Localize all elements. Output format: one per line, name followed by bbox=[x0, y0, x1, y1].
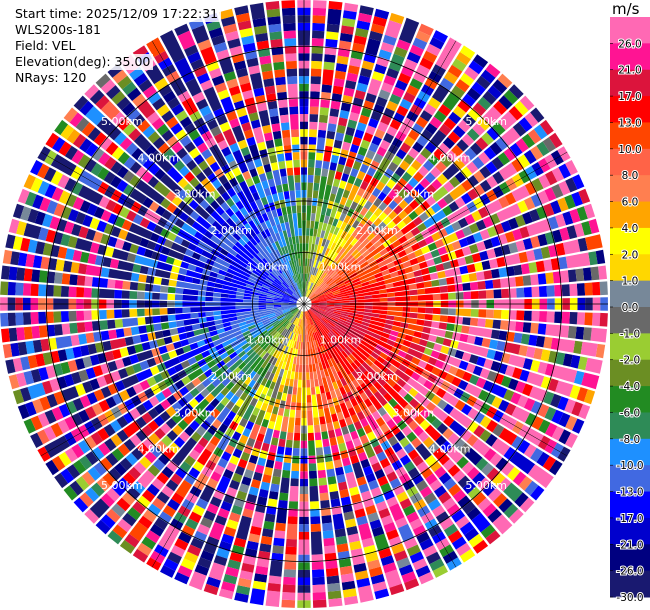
colorbar-unit-label: m/s bbox=[612, 0, 640, 18]
range-ring-label: 5.00km bbox=[465, 479, 507, 492]
velocity-bin-group bbox=[12, 27, 581, 591]
range-ring-label: 5.00km bbox=[101, 479, 143, 492]
colorbar-swatch bbox=[610, 438, 650, 466]
colorbar-tick-label: -26.0 bbox=[616, 566, 643, 578]
velocity-bin-group bbox=[23, 12, 603, 578]
colorbar-tick-label: 8.0 bbox=[622, 170, 639, 182]
velocity-bin-group bbox=[0, 0, 608, 608]
azimuth-spoke bbox=[151, 40, 457, 568]
range-ring bbox=[97, 97, 511, 511]
colorbar-tick-label: 10.0 bbox=[618, 144, 641, 156]
colorbar-swatch bbox=[610, 17, 650, 44]
range-ring-label: 5.00km bbox=[101, 115, 143, 128]
colorbar-tick-label: 1.0 bbox=[622, 276, 639, 288]
nrays-label: NRays: 120 bbox=[12, 70, 90, 86]
colorbar-swatch bbox=[610, 465, 650, 493]
velocity-bin-group bbox=[7, 8, 586, 603]
colorbar-swatch bbox=[610, 307, 650, 334]
colorbar-swatch bbox=[610, 122, 650, 150]
range-ring-label: 3.00km bbox=[174, 406, 216, 419]
colorbar-tick-label: 21.0 bbox=[618, 65, 641, 77]
colorbar-tick-label: 4.0 bbox=[622, 223, 639, 235]
range-ring-label: 4.00km bbox=[429, 151, 471, 164]
colorbar-swatch bbox=[610, 491, 650, 519]
range-ring-label: 2.00km bbox=[210, 224, 252, 237]
colorbar-swatch bbox=[610, 175, 650, 203]
colorbar-tick-label: 6.0 bbox=[622, 197, 639, 209]
colorbar-swatch bbox=[610, 96, 650, 123]
colorbar-tick-label: 26.0 bbox=[618, 38, 641, 50]
colorbar-tick-label: -21.0 bbox=[616, 539, 643, 551]
range-ring-label: 1.00km bbox=[247, 333, 289, 346]
colorbar-swatch bbox=[610, 544, 650, 572]
colorbar-swatch bbox=[610, 280, 650, 308]
colorbar-tick-label: -4.0 bbox=[620, 381, 641, 393]
colorbar-swatch bbox=[610, 227, 650, 255]
range-ring-label: 3.00km bbox=[393, 406, 435, 419]
colorbar-tick-label: 0.0 bbox=[622, 302, 639, 314]
range-ring-label: 1.00km bbox=[320, 333, 362, 346]
colorbar-tick-label: 2.0 bbox=[622, 249, 639, 261]
colorbar-tick-label: -17.0 bbox=[616, 513, 643, 525]
colorbar-swatch bbox=[610, 517, 650, 545]
velocity-bin-group bbox=[17, 7, 606, 591]
colorbar-swatch bbox=[610, 43, 650, 71]
range-ring bbox=[149, 149, 459, 459]
field-label: Field: VEL bbox=[12, 38, 79, 54]
colorbar-tick-label: -13.0 bbox=[616, 487, 643, 499]
range-ring-label: 3.00km bbox=[174, 188, 216, 201]
colorbar-swatch bbox=[610, 359, 650, 387]
colorbar-tick-label: -1.0 bbox=[620, 328, 641, 340]
instrument-label: WLS200s-181 bbox=[12, 22, 104, 38]
colorbar-swatch bbox=[610, 570, 650, 598]
colorbar-tick-label: -10.0 bbox=[616, 460, 643, 472]
colorbar-tick-label: 17.0 bbox=[618, 91, 641, 103]
range-ring-label: 2.00km bbox=[356, 224, 398, 237]
range-ring-label: 1.00km bbox=[247, 261, 289, 274]
range-ring-label: 5.00km bbox=[465, 115, 507, 128]
range-ring bbox=[45, 45, 563, 563]
colorbar-tick-label: -8.0 bbox=[620, 434, 641, 446]
range-ring-label: 3.00km bbox=[393, 188, 435, 201]
colorbar-swatch bbox=[610, 148, 650, 176]
crosshair-lines bbox=[0, 0, 608, 608]
colorbar: 26.0 21.0 17.0 13.0 10.0 8.0 6.0 4.0 2.0 1.0 0.0 -1… bbox=[610, 17, 650, 605]
colorbar-swatch bbox=[610, 333, 650, 361]
velocity-bin-group bbox=[16, 60, 551, 598]
range-ring-label: 2.00km bbox=[210, 370, 252, 383]
colorbar-tick-label: -6.0 bbox=[620, 407, 641, 419]
range-ring-label: 4.00km bbox=[137, 151, 179, 164]
colorbar-swatch bbox=[610, 69, 650, 97]
elevation-label: Elevation(deg): 35.00 bbox=[12, 54, 154, 70]
range-rings: 1.00km 1.00km 1.00km 1.00km 2.00km 2.00km 2.00… bbox=[45, 45, 563, 563]
colorbar-swatch bbox=[610, 254, 650, 282]
start-time-label: Start time: 2025/12/09 17:22:31 bbox=[12, 6, 222, 22]
colorbar-swatch bbox=[610, 386, 650, 413]
range-ring-label: 4.00km bbox=[429, 443, 471, 456]
range-ring-label: 4.00km bbox=[137, 443, 179, 456]
colorbar-tick-label: -30.0 bbox=[616, 592, 643, 604]
range-ring bbox=[200, 200, 408, 408]
range-ring-label: 1.00km bbox=[320, 261, 362, 274]
colorbar-swatch bbox=[610, 412, 650, 440]
range-ring-label: 2.00km bbox=[356, 370, 398, 383]
range-ring bbox=[252, 252, 356, 356]
colorbar-swatch bbox=[610, 201, 650, 229]
colorbar-tick-label: 13.0 bbox=[618, 117, 641, 129]
colorbar-tick-label: -2.0 bbox=[620, 355, 641, 367]
